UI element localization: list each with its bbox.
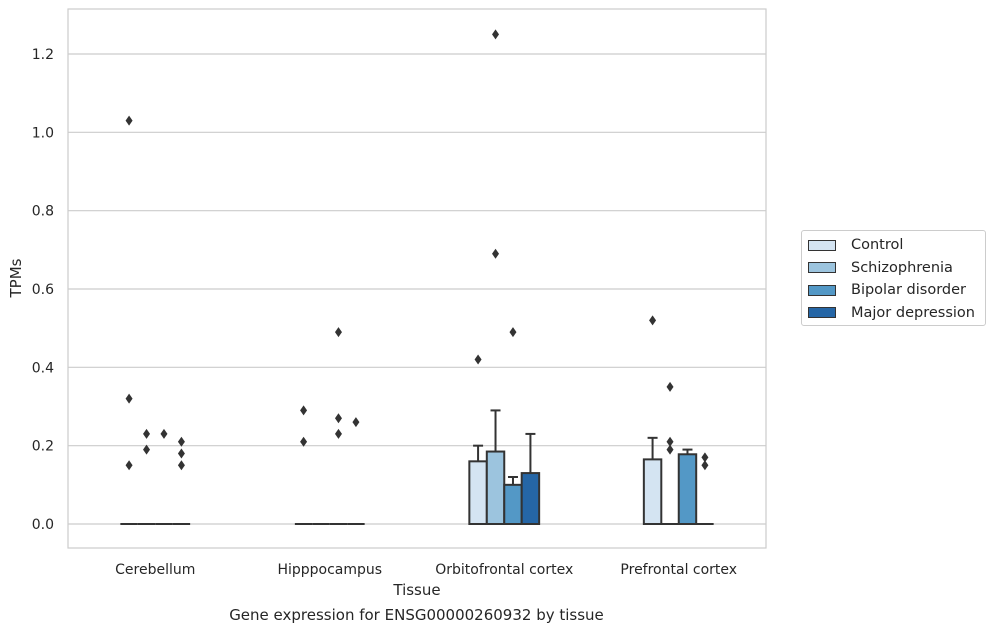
x-tick-label: Prefrontal cortex — [620, 562, 737, 578]
legend-item: Control — [808, 236, 903, 254]
y-tick-labels: 0.0 0.2 0.4 0.6 0.8 1.0 1.2 — [32, 47, 54, 533]
bar — [503, 483, 523, 526]
legend-item: Major depression — [808, 304, 975, 322]
outlier-point — [160, 428, 168, 439]
x-axis-title: Tissue — [392, 581, 440, 599]
bar — [485, 450, 506, 525]
bar — [520, 472, 541, 526]
x-tick-labels: Cerebellum Hipppocampus Orbitofrontal cort… — [115, 562, 737, 578]
outlier-point — [701, 460, 709, 471]
y-tick-label: 1.0 — [32, 125, 54, 141]
outlier-point — [300, 405, 308, 416]
outlier-point — [177, 460, 185, 471]
gridlines — [68, 53, 766, 525]
outlier-point — [649, 315, 657, 326]
outliers — [125, 29, 709, 471]
y-tick-label: 0.2 — [32, 439, 54, 455]
legend-swatch — [808, 284, 836, 296]
bar — [677, 453, 698, 525]
outlier-point — [143, 444, 151, 455]
y-tick-label: 0.4 — [32, 360, 54, 376]
legend-label: Major depression — [851, 304, 975, 321]
bar — [642, 458, 663, 525]
outlier-point — [334, 327, 342, 338]
legend-label: Schizophrenia — [851, 259, 953, 276]
x-tick-label: Cerebellum — [115, 562, 195, 578]
y-tick-label: 0.0 — [32, 517, 54, 533]
outlier-point — [125, 393, 133, 404]
chart-canvas: 0.0 0.2 0.4 0.6 0.8 1.0 1.2 Cerebellum Hipppoca… — [7, 8, 767, 599]
legend-item: Bipolar disorder — [808, 281, 966, 299]
outlier-point — [334, 428, 342, 439]
legend: Control Schizophrenia Bipolar disorder Majo… — [801, 230, 986, 326]
outlier-point — [352, 417, 360, 428]
outlier-point — [143, 428, 151, 439]
y-axis-title: TPMs — [7, 258, 25, 298]
outlier-point — [492, 29, 500, 40]
bars — [120, 409, 714, 526]
outlier-point — [474, 354, 482, 365]
x-tick-label: Orbitofrontal cortex — [435, 562, 573, 578]
y-tick-label: 1.2 — [32, 47, 54, 63]
outlier-point — [492, 248, 500, 259]
chart-caption: Gene expression for ENSG00000260932 by t… — [229, 606, 604, 624]
outlier-point — [666, 444, 674, 455]
plot-frame — [67, 8, 767, 549]
x-tick-label: Hipppocampus — [277, 562, 382, 578]
legend-swatch — [808, 307, 836, 318]
outlier-point — [177, 436, 185, 447]
legend-swatch — [808, 239, 836, 251]
legend-label: Control — [851, 237, 904, 253]
outlier-point — [509, 327, 517, 338]
outlier-point — [125, 460, 133, 471]
outlier-point — [300, 436, 308, 447]
legend-item: Schizophrenia — [808, 259, 953, 277]
outlier-point — [666, 381, 674, 392]
outlier-point — [701, 452, 709, 463]
outlier-point — [334, 413, 342, 424]
outlier-point — [177, 448, 185, 459]
legend-label: Bipolar disorder — [851, 282, 966, 298]
outlier-point — [125, 115, 133, 126]
bar — [468, 460, 488, 526]
legend-swatch — [808, 262, 836, 273]
y-tick-label: 0.6 — [32, 282, 54, 298]
y-tick-label: 0.8 — [32, 204, 54, 220]
outlier-point — [666, 436, 674, 447]
